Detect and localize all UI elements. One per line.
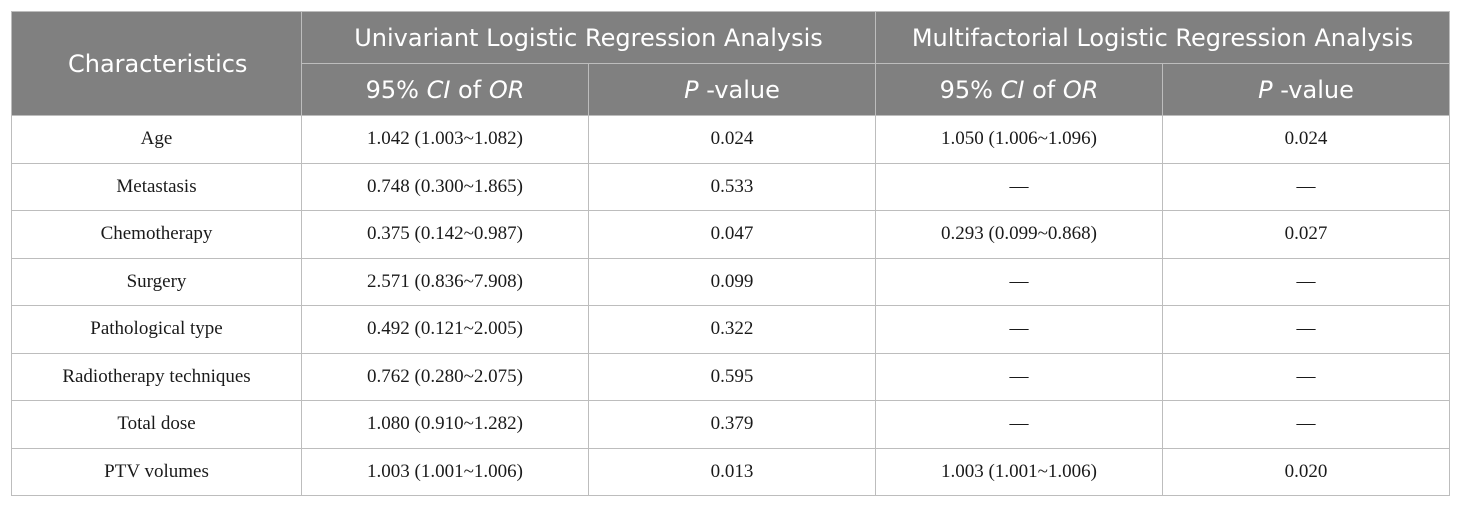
header-characteristics: Characteristics: [11, 11, 302, 116]
header-multi-p: P -value: [1162, 63, 1451, 116]
table-row: Pathological type 0.492 (0.121~2.005) 0.…: [11, 305, 1451, 354]
cell-multi-ci: 1.050 (1.006~1.096): [875, 115, 1164, 164]
cell-uni-p: 0.024: [587, 115, 877, 164]
cell-uni-p: 0.047: [587, 210, 877, 259]
cell-multi-p: —: [1162, 162, 1451, 211]
table-row: Age 1.042 (1.003~1.082) 0.024 1.050 (1.0…: [11, 115, 1451, 164]
cell-uni-p: 0.379: [587, 400, 877, 449]
cell-uni-p: 0.099: [587, 257, 877, 306]
cell-multi-p: —: [1162, 352, 1451, 401]
cell-uni-p: 0.533: [587, 162, 877, 211]
cell-characteristic: Age: [11, 115, 302, 164]
table-row: Total dose 1.080 (0.910~1.282) 0.379 — —: [11, 400, 1451, 449]
cell-multi-ci: —: [875, 352, 1164, 401]
cell-multi-p: —: [1162, 400, 1451, 449]
cell-multi-p: 0.027: [1162, 210, 1451, 259]
table-body: Age 1.042 (1.003~1.082) 0.024 1.050 (1.0…: [11, 115, 1451, 496]
cell-multi-ci: 1.003 (1.001~1.006): [875, 447, 1164, 496]
cell-uni-ci: 1.080 (0.910~1.282): [301, 400, 589, 449]
header-row-columns: 95% CI of OR P -value 95% CI of OR P -va…: [12, 63, 1451, 116]
header-univariant-group: Univariant Logistic Regression Analysis: [300, 11, 877, 64]
table-row: Metastasis 0.748 (0.300~1.865) 0.533 — —: [11, 162, 1451, 211]
cell-multi-p: —: [1162, 305, 1451, 354]
cell-uni-ci: 1.003 (1.001~1.006): [301, 447, 589, 496]
cell-multi-p: 0.020: [1162, 447, 1451, 496]
cell-uni-p: 0.013: [587, 447, 877, 496]
cell-characteristic: Metastasis: [11, 162, 302, 211]
cell-multi-ci: —: [875, 400, 1164, 449]
cell-multi-ci: —: [875, 305, 1164, 354]
header-row-groups: Characteristics Univariant Logistic Regr…: [11, 11, 1451, 116]
header-uni-ci: 95% CI of OR: [301, 63, 589, 116]
cell-uni-ci: 0.375 (0.142~0.987): [301, 210, 589, 259]
table-row: Radiotherapy techniques 0.762 (0.280~2.0…: [11, 352, 1451, 401]
header-multi-ci: 95% CI of OR: [875, 63, 1164, 116]
table-row: Chemotherapy 0.375 (0.142~0.987) 0.047 0…: [11, 210, 1451, 259]
table-row: Surgery 2.571 (0.836~7.908) 0.099 — —: [11, 257, 1451, 306]
regression-table: Characteristics Univariant Logistic Regr…: [11, 11, 1451, 496]
cell-multi-ci: 0.293 (0.099~0.868): [875, 210, 1164, 259]
cell-characteristic: Total dose: [11, 400, 302, 449]
cell-multi-p: —: [1162, 257, 1451, 306]
table-header: Characteristics Univariant Logistic Regr…: [11, 11, 1451, 116]
header-multifactorial-group: Multifactorial Logistic Regression Analy…: [875, 11, 1451, 64]
cell-uni-p: 0.595: [587, 352, 877, 401]
header-uni-p: P -value: [587, 63, 877, 116]
cell-uni-ci: 0.748 (0.300~1.865): [301, 162, 589, 211]
cell-uni-ci: 0.492 (0.121~2.005): [301, 305, 589, 354]
cell-characteristic: Chemotherapy: [11, 210, 302, 259]
cell-uni-p: 0.322: [587, 305, 877, 354]
table-row: PTV volumes 1.003 (1.001~1.006) 0.013 1.…: [11, 447, 1451, 496]
cell-uni-ci: 2.571 (0.836~7.908): [301, 257, 589, 306]
cell-multi-ci: —: [875, 257, 1164, 306]
cell-characteristic: Pathological type: [11, 305, 302, 354]
cell-characteristic: Radiotherapy techniques: [11, 352, 302, 401]
cell-characteristic: PTV volumes: [11, 447, 302, 496]
cell-multi-p: 0.024: [1162, 115, 1451, 164]
cell-uni-ci: 1.042 (1.003~1.082): [301, 115, 589, 164]
cell-uni-ci: 0.762 (0.280~2.075): [301, 352, 589, 401]
cell-multi-ci: —: [875, 162, 1164, 211]
cell-characteristic: Surgery: [11, 257, 302, 306]
